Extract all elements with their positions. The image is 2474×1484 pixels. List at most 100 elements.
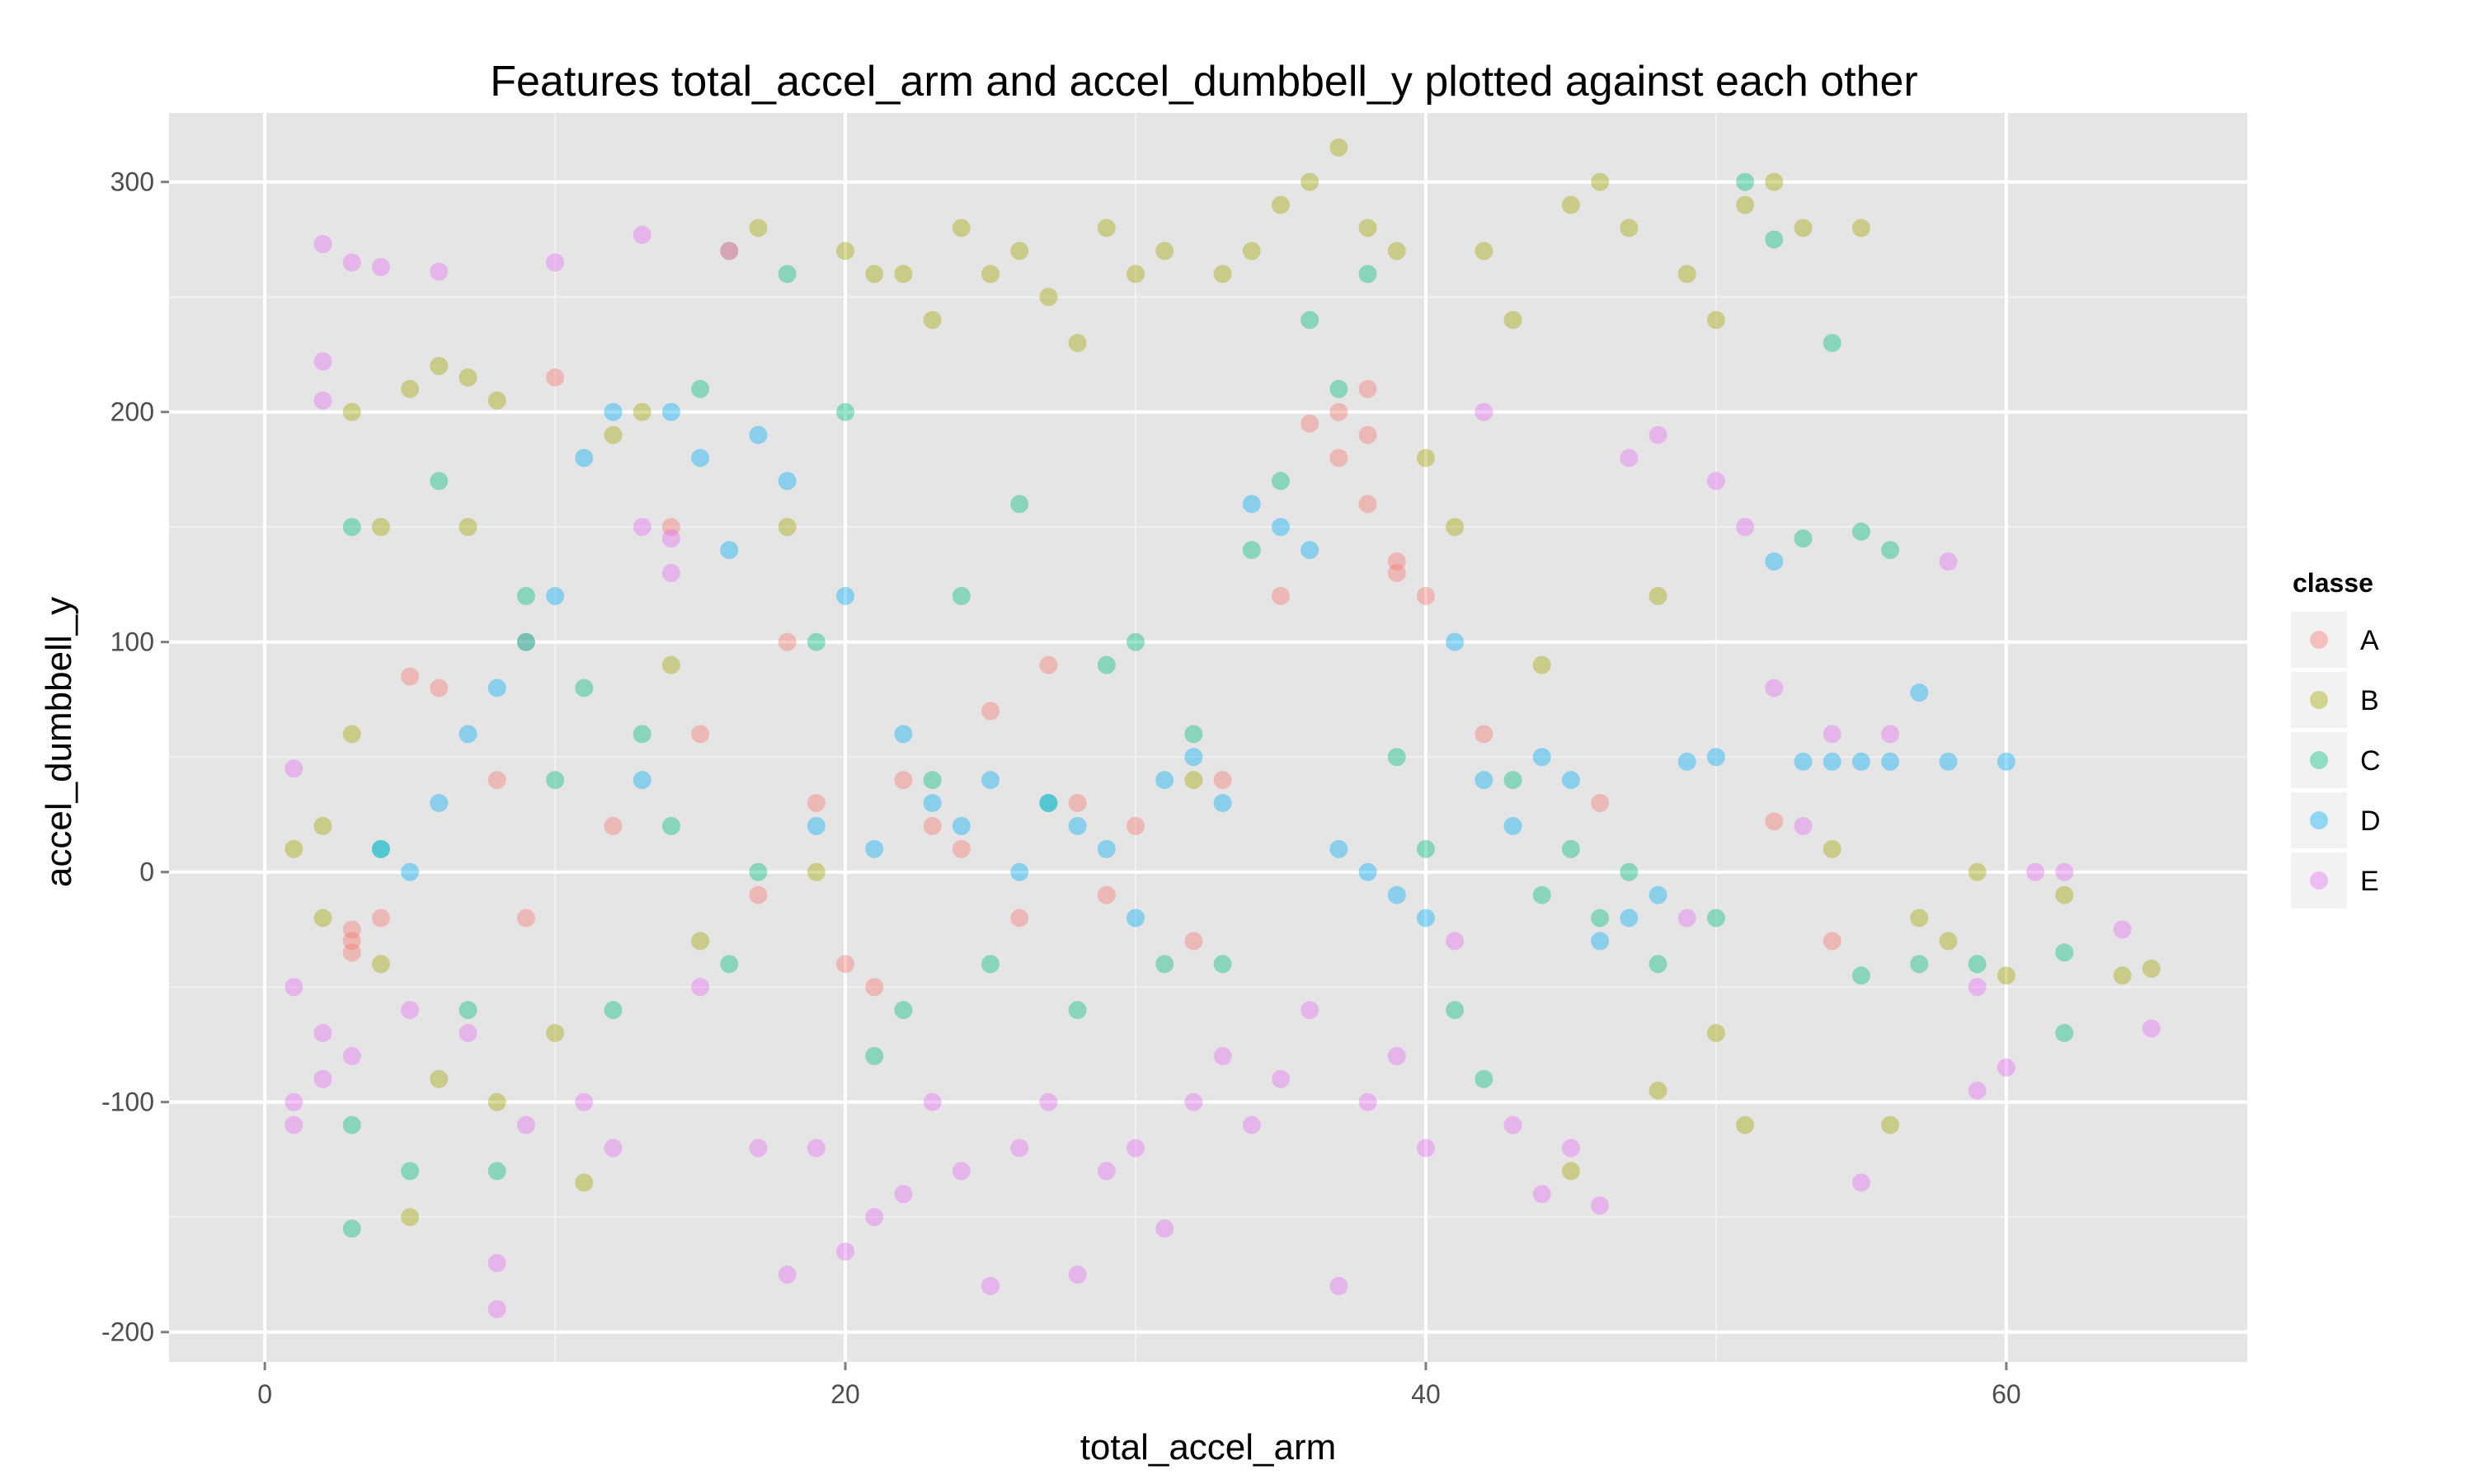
- data-point: [1039, 794, 1058, 813]
- data-point: [1649, 425, 1667, 444]
- data-point: [1126, 1139, 1145, 1158]
- data-point: [1213, 955, 1232, 974]
- data-point: [1358, 862, 1377, 881]
- series-C: [342, 172, 2074, 1238]
- data-point: [865, 1046, 884, 1065]
- data-point: [1446, 518, 1465, 537]
- data-point: [807, 816, 825, 835]
- data-point: [836, 1242, 855, 1261]
- data-point: [1823, 334, 1841, 353]
- data-point: [1387, 1046, 1406, 1065]
- data-point: [1271, 472, 1290, 491]
- data-point: [749, 425, 768, 444]
- data-point: [313, 816, 332, 835]
- data-point: [1765, 679, 1784, 697]
- data-point: [1416, 1139, 1435, 1158]
- data-point: [1997, 966, 2015, 985]
- data-point: [691, 448, 710, 467]
- data-point: [981, 771, 1000, 790]
- data-point: [1968, 955, 1987, 974]
- data-point: [487, 679, 506, 697]
- data-point: [1416, 909, 1435, 928]
- y-tick-label: 300: [111, 167, 154, 197]
- data-point: [836, 955, 855, 974]
- data-point: [691, 978, 710, 997]
- data-point: [459, 368, 477, 387]
- data-point: [749, 218, 768, 237]
- data-point: [1765, 552, 1784, 571]
- data-point: [1155, 955, 1174, 974]
- data-point: [285, 1115, 303, 1134]
- data-point: [342, 920, 361, 939]
- data-point: [807, 632, 825, 651]
- data-point: [1591, 932, 1610, 951]
- data-point: [487, 391, 506, 410]
- data-point: [633, 725, 651, 744]
- data-point: [923, 794, 942, 813]
- x-axis-ticks: 0 20 40 60: [257, 1362, 2021, 1409]
- data-point: [342, 518, 361, 537]
- data-point: [313, 235, 332, 254]
- data-point: [1126, 909, 1145, 928]
- data-point: [1649, 586, 1667, 605]
- data-point: [1620, 448, 1639, 467]
- data-point: [1591, 909, 1610, 928]
- data-point: [981, 1276, 1000, 1295]
- data-point: [1794, 816, 1813, 835]
- data-point: [749, 862, 768, 881]
- data-point: [1561, 839, 1580, 858]
- data-point: [1677, 752, 1696, 771]
- data-point: [371, 955, 390, 974]
- data-point: [285, 759, 303, 778]
- data-points: [285, 138, 2161, 1318]
- data-point: [1329, 448, 1348, 467]
- data-point: [575, 1092, 594, 1111]
- data-point: [430, 472, 449, 491]
- data-point: [923, 816, 942, 835]
- data-point: [1706, 472, 1725, 491]
- data-point: [430, 1069, 449, 1088]
- data-point: [2142, 959, 2161, 978]
- data-point: [1300, 414, 1319, 433]
- data-point: [1794, 752, 1813, 771]
- data-point: [865, 978, 884, 997]
- data-point: [1010, 862, 1029, 881]
- data-point: [1271, 1069, 1290, 1088]
- data-point: [894, 265, 913, 284]
- data-point: [1503, 311, 1522, 330]
- data-point: [1068, 816, 1087, 835]
- data-point: [285, 1092, 303, 1111]
- data-point: [285, 839, 303, 858]
- data-point: [1765, 230, 1784, 249]
- data-point: [342, 402, 361, 421]
- data-point: [1387, 552, 1406, 571]
- legend-key-bg: [2291, 792, 2347, 848]
- data-point: [1068, 334, 1087, 353]
- data-point: [1706, 748, 1725, 767]
- series-D: [371, 402, 2015, 951]
- data-point: [487, 1254, 506, 1273]
- grid-major: [169, 113, 2247, 1362]
- data-point: [1213, 1046, 1232, 1065]
- data-point: [1736, 172, 1755, 191]
- legend-label: D: [2360, 805, 2381, 837]
- data-point: [313, 352, 332, 371]
- data-point: [1271, 195, 1290, 214]
- data-point: [2055, 885, 2074, 904]
- data-point: [1997, 752, 2015, 771]
- y-axis-ticks: -200 -100 0 100 200 300: [101, 167, 169, 1347]
- data-point: [604, 402, 623, 421]
- data-point: [1416, 448, 1435, 467]
- y-axis-title: accel_dumbbell_y: [39, 597, 79, 887]
- data-point: [952, 839, 971, 858]
- data-point: [575, 448, 594, 467]
- data-point: [923, 771, 942, 790]
- data-point: [342, 1046, 361, 1065]
- data-point: [313, 1069, 332, 1088]
- data-point: [894, 725, 913, 744]
- data-point: [459, 1001, 477, 1020]
- data-point: [342, 1219, 361, 1238]
- data-point: [1300, 541, 1319, 560]
- data-point: [1881, 541, 1900, 560]
